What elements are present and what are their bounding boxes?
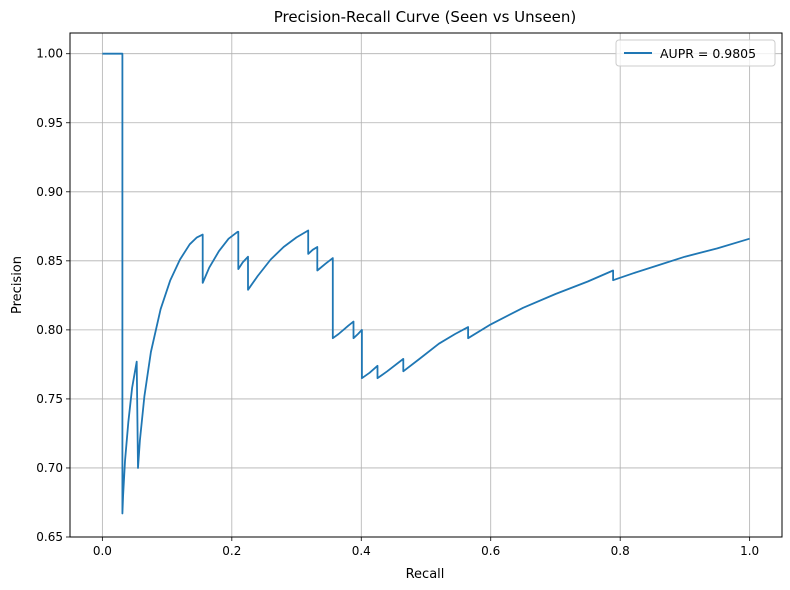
ticks: 0.0 0.2 0.4 0.6 0.8 1.0 0.65 0.70 0.75 0.80 0.85 0.… bbox=[36, 47, 759, 558]
legend: AUPR = 0.9805 bbox=[615, 39, 776, 67]
plot-frame bbox=[69, 32, 783, 538]
x-tick-label: 0.2 bbox=[222, 544, 241, 558]
y-axis-label: Precision bbox=[10, 256, 25, 314]
chart-title: Precision-Recall Curve (Seen vs Unseen) bbox=[274, 8, 577, 26]
x-tick-label: 1.0 bbox=[740, 544, 759, 558]
legend-box bbox=[615, 39, 776, 67]
series-layer bbox=[102, 52, 750, 515]
x-axis-label: Recall bbox=[406, 567, 445, 582]
x-tick-label: 0.8 bbox=[611, 544, 630, 558]
series-line-0 bbox=[102, 52, 750, 515]
y-tick-label: 0.70 bbox=[36, 461, 63, 475]
y-tick-label: 0.85 bbox=[36, 254, 63, 268]
x-tick-label: 0.4 bbox=[352, 544, 371, 558]
legend-label: AUPR = 0.9805 bbox=[660, 46, 756, 61]
x-tick-label: 0.0 bbox=[93, 544, 112, 558]
y-tick-label: 0.80 bbox=[36, 323, 63, 337]
y-tick-label: 0.65 bbox=[36, 530, 63, 544]
y-tick-label: 1.00 bbox=[36, 47, 63, 61]
x-tick-label: 0.6 bbox=[481, 544, 500, 558]
y-tick-label: 0.95 bbox=[36, 116, 63, 130]
y-tick-label: 0.90 bbox=[36, 185, 63, 199]
y-tick-label: 0.75 bbox=[36, 392, 63, 406]
